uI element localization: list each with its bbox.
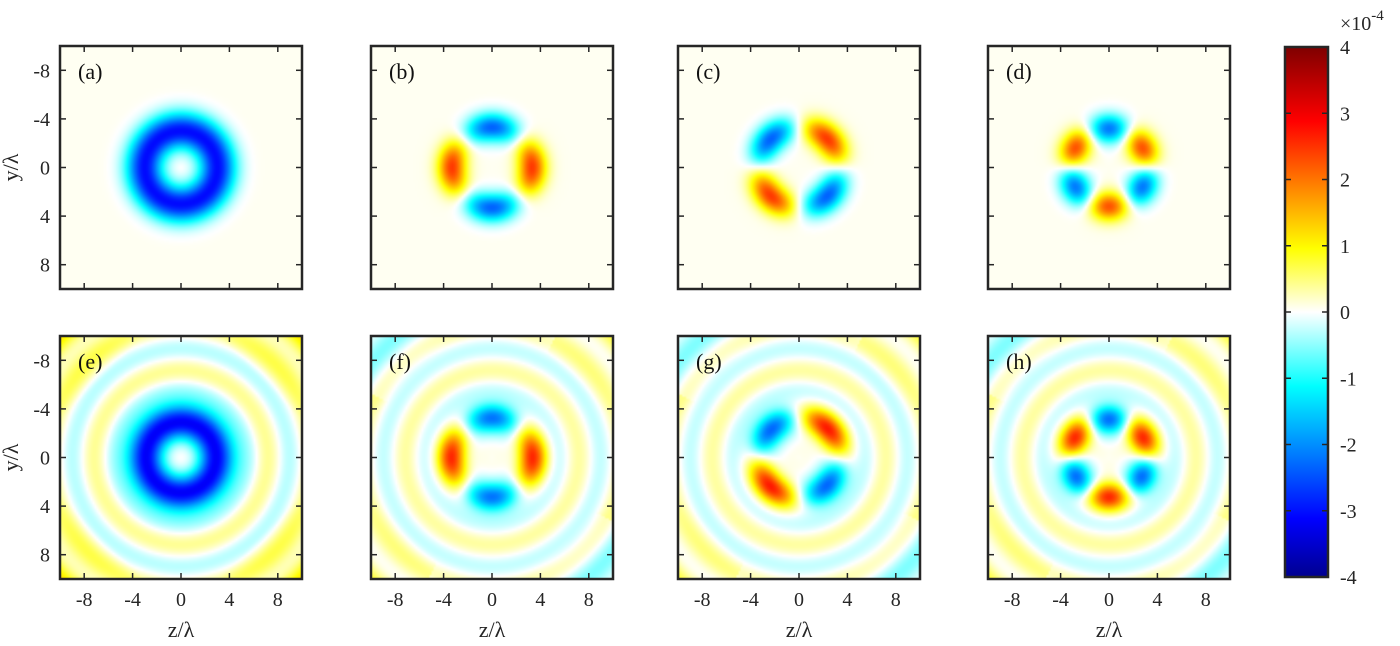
panel-label: (b) (389, 59, 415, 84)
colorbar: 4 3 2 1 0 -1 -2 -3 -4 ×10-4 (1283, 8, 1384, 589)
panel-a: (a) -8 -4 0 4 8 y/λ (0, 44, 304, 291)
x-tick-label: -4 (742, 589, 759, 611)
panel-label: (g) (696, 349, 722, 374)
y-axis-label: y/λ (0, 153, 23, 181)
colorbar-tick-label: -1 (1340, 368, 1357, 390)
panel-label: (a) (78, 59, 102, 84)
panel-g: (g) -8 -4 0 4 8 z/λ (676, 334, 922, 642)
x-tick-label: -4 (435, 589, 452, 611)
colorbar-gradient (1285, 47, 1328, 577)
heatmap-image (678, 46, 920, 289)
y-tick-label: -4 (33, 109, 50, 131)
x-tick-label: 0 (487, 589, 497, 611)
y-axis-label: y/λ (0, 443, 23, 471)
panel-b: (b) (369, 44, 615, 291)
y-tick-label: 4 (40, 206, 50, 228)
heatmap-image (60, 46, 302, 289)
x-tick-label: 0 (1104, 589, 1114, 611)
x-axis-label: z/λ (168, 617, 195, 642)
y-tick-label: 8 (40, 255, 50, 277)
x-tick-label: 4 (224, 589, 234, 611)
x-tick-label: 8 (273, 589, 283, 611)
x-axis-label: z/λ (1096, 617, 1123, 642)
panel-frame (986, 44, 1232, 291)
colorbar-tick-label: 3 (1340, 103, 1350, 125)
x-tick-label: 8 (584, 589, 594, 611)
panel-label: (e) (78, 349, 102, 374)
colorbar-tick-label: 1 (1340, 236, 1350, 258)
panel-frame (986, 334, 1232, 581)
heatmap-image (371, 336, 613, 579)
y-tick-label: -8 (33, 60, 50, 82)
panel-label: (d) (1006, 59, 1032, 84)
panels-group: (a) -8 -4 0 4 8 y/λ (b) (c) (d) (e) -8 -4 0 4 8 y/λ -8 -4 0… (0, 44, 1232, 642)
x-tick-label: -4 (1052, 589, 1069, 611)
heatmap-image (988, 46, 1230, 289)
colorbar-tick-label: 2 (1340, 170, 1350, 192)
y-tick-label: -4 (33, 399, 50, 421)
y-tick-label: -8 (33, 350, 50, 372)
panel-label: (h) (1006, 349, 1032, 374)
panel-f: (f) -8 -4 0 4 8 z/λ (369, 334, 615, 642)
heatmap-image (371, 46, 613, 289)
panel-frame (58, 44, 304, 291)
panel-frame (676, 334, 922, 581)
x-tick-label: 4 (842, 589, 852, 611)
panel-d: (d) (986, 44, 1232, 291)
x-tick-label: 4 (535, 589, 545, 611)
y-tick-label: 8 (40, 545, 50, 567)
x-tick-label: 8 (1201, 589, 1211, 611)
heatmap-image (988, 336, 1230, 579)
heatmap-image (678, 336, 920, 579)
x-tick-label: -8 (1004, 589, 1021, 611)
x-tick-label: -8 (387, 589, 404, 611)
panel-frame (58, 334, 304, 581)
panel-frame (676, 44, 922, 291)
x-tick-label: 8 (891, 589, 901, 611)
colorbar-multiplier: ×10-4 (1340, 8, 1384, 35)
colorbar-tick-label: -2 (1340, 435, 1357, 457)
x-tick-label: -4 (124, 589, 141, 611)
panel-frame (369, 44, 615, 291)
colorbar-ticks: 4 3 2 1 0 -1 -2 -3 -4 (1285, 37, 1357, 589)
y-tick-label: 0 (40, 158, 50, 180)
colorbar-tick-label: 4 (1340, 37, 1350, 59)
x-tick-label: 0 (176, 589, 186, 611)
panel-frame (369, 334, 615, 581)
panel-label: (f) (389, 349, 411, 374)
x-axis-label: z/λ (479, 617, 506, 642)
y-tick-label: 4 (40, 496, 50, 518)
x-tick-label: -8 (76, 589, 93, 611)
x-tick-label: 0 (794, 589, 804, 611)
colorbar-tick-label: -4 (1340, 567, 1357, 589)
colorbar-tick-label: -3 (1340, 501, 1357, 523)
panel-h: (h) -8 -4 0 4 8 z/λ (986, 334, 1232, 642)
x-axis-label: z/λ (786, 617, 813, 642)
panel-label: (c) (696, 59, 720, 84)
x-tick-label: 4 (1152, 589, 1162, 611)
panel-c: (c) (676, 44, 922, 291)
y-tick-label: 0 (40, 448, 50, 470)
colorbar-tick-label: 0 (1340, 302, 1350, 324)
panel-e: (e) -8 -4 0 4 8 y/λ -8 -4 0 4 8 z/λ (0, 334, 304, 642)
x-tick-label: -8 (694, 589, 711, 611)
heatmap-image (60, 336, 302, 579)
